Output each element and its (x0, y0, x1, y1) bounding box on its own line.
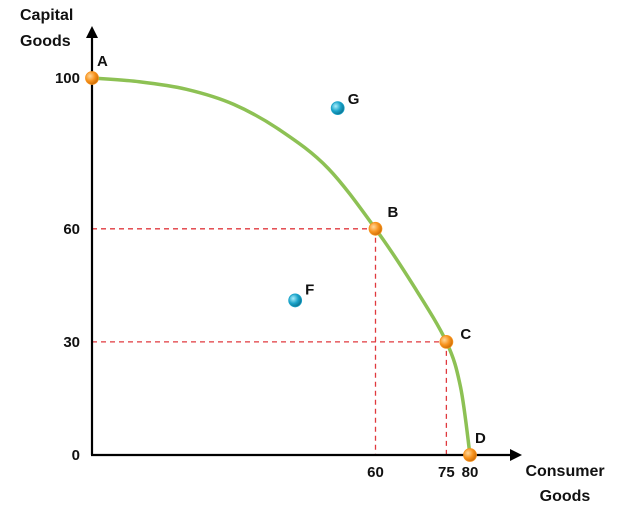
x-axis-title: Consumer Goods (525, 463, 604, 505)
point-label-b: B (388, 204, 399, 221)
x-tick-label: 80 (462, 464, 479, 481)
axes (86, 26, 522, 461)
y-axis-title-line-2: Goods (20, 33, 71, 50)
tick-labels: 0 30 60 100 60 75 80 (55, 70, 478, 481)
x-tick-label: 75 (438, 464, 455, 481)
y-axis-title-line-1: Capital (20, 7, 73, 24)
frontier-curve-group (90, 76, 472, 457)
frontier-curve (90, 76, 472, 457)
points: A B C D G F (85, 53, 486, 462)
frontier-point-d (463, 448, 477, 462)
y-tick-label: 100 (55, 70, 80, 87)
x-axis-arrowhead (510, 449, 522, 461)
point-label-c: C (460, 326, 471, 343)
x-axis-title-line-2: Goods (540, 488, 591, 505)
frontier-point-c (439, 334, 454, 349)
y-axis-arrowhead (86, 26, 98, 38)
y-tick-label: 0 (72, 447, 80, 464)
point-label-g: G (348, 91, 360, 108)
y-tick-label: 30 (63, 334, 80, 351)
frontier-point-b (368, 221, 383, 236)
frontier-point-a (85, 71, 99, 85)
off-frontier-point-f (288, 293, 303, 308)
point-label-d: D (475, 430, 486, 447)
x-axis-title-line-1: Consumer (525, 463, 604, 480)
x-tick-label: 60 (367, 464, 384, 481)
point-label-a: A (97, 53, 108, 70)
y-axis-title: Capital Goods (20, 7, 73, 50)
y-tick-label: 60 (63, 221, 80, 238)
point-label-f: F (305, 281, 314, 298)
off-frontier-point-g (330, 101, 345, 116)
guide-lines (92, 228, 448, 455)
